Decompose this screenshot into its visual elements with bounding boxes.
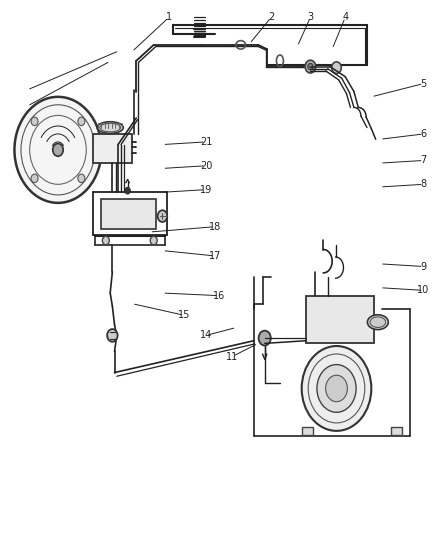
Circle shape: [305, 60, 316, 73]
Text: 20: 20: [200, 161, 212, 171]
Text: 3: 3: [307, 12, 314, 22]
Bar: [391, 427, 402, 435]
Text: 5: 5: [420, 78, 427, 88]
Text: 15: 15: [178, 310, 191, 320]
Bar: [102, 199, 156, 229]
Circle shape: [150, 236, 157, 245]
Text: 2: 2: [268, 12, 274, 22]
Text: 16: 16: [213, 290, 225, 301]
Circle shape: [158, 211, 167, 222]
Text: 19: 19: [200, 184, 212, 195]
Circle shape: [308, 63, 313, 70]
Text: 7: 7: [420, 156, 427, 165]
Circle shape: [125, 188, 130, 194]
Circle shape: [317, 365, 356, 413]
Ellipse shape: [97, 122, 123, 133]
Text: 6: 6: [420, 129, 427, 139]
Circle shape: [31, 174, 38, 183]
Circle shape: [78, 174, 85, 183]
Circle shape: [332, 62, 341, 74]
Circle shape: [31, 117, 38, 126]
Ellipse shape: [100, 123, 120, 132]
Ellipse shape: [370, 317, 386, 327]
Circle shape: [102, 236, 110, 245]
Bar: [93, 134, 132, 163]
Circle shape: [258, 330, 271, 345]
Bar: [306, 296, 374, 343]
Circle shape: [325, 375, 347, 402]
Circle shape: [53, 143, 63, 156]
Text: 10: 10: [417, 285, 430, 295]
Text: 17: 17: [208, 251, 221, 261]
Circle shape: [78, 117, 85, 126]
Text: 18: 18: [208, 222, 221, 232]
Circle shape: [302, 346, 371, 431]
Circle shape: [107, 329, 117, 342]
Text: 9: 9: [420, 262, 427, 271]
Text: 14: 14: [200, 330, 212, 341]
Ellipse shape: [367, 315, 389, 329]
Text: 8: 8: [420, 179, 427, 189]
Text: 4: 4: [342, 12, 348, 22]
Text: 1: 1: [166, 12, 172, 22]
Bar: [302, 427, 313, 435]
Text: 11: 11: [226, 352, 238, 361]
Text: 21: 21: [200, 137, 212, 147]
Circle shape: [14, 97, 102, 203]
